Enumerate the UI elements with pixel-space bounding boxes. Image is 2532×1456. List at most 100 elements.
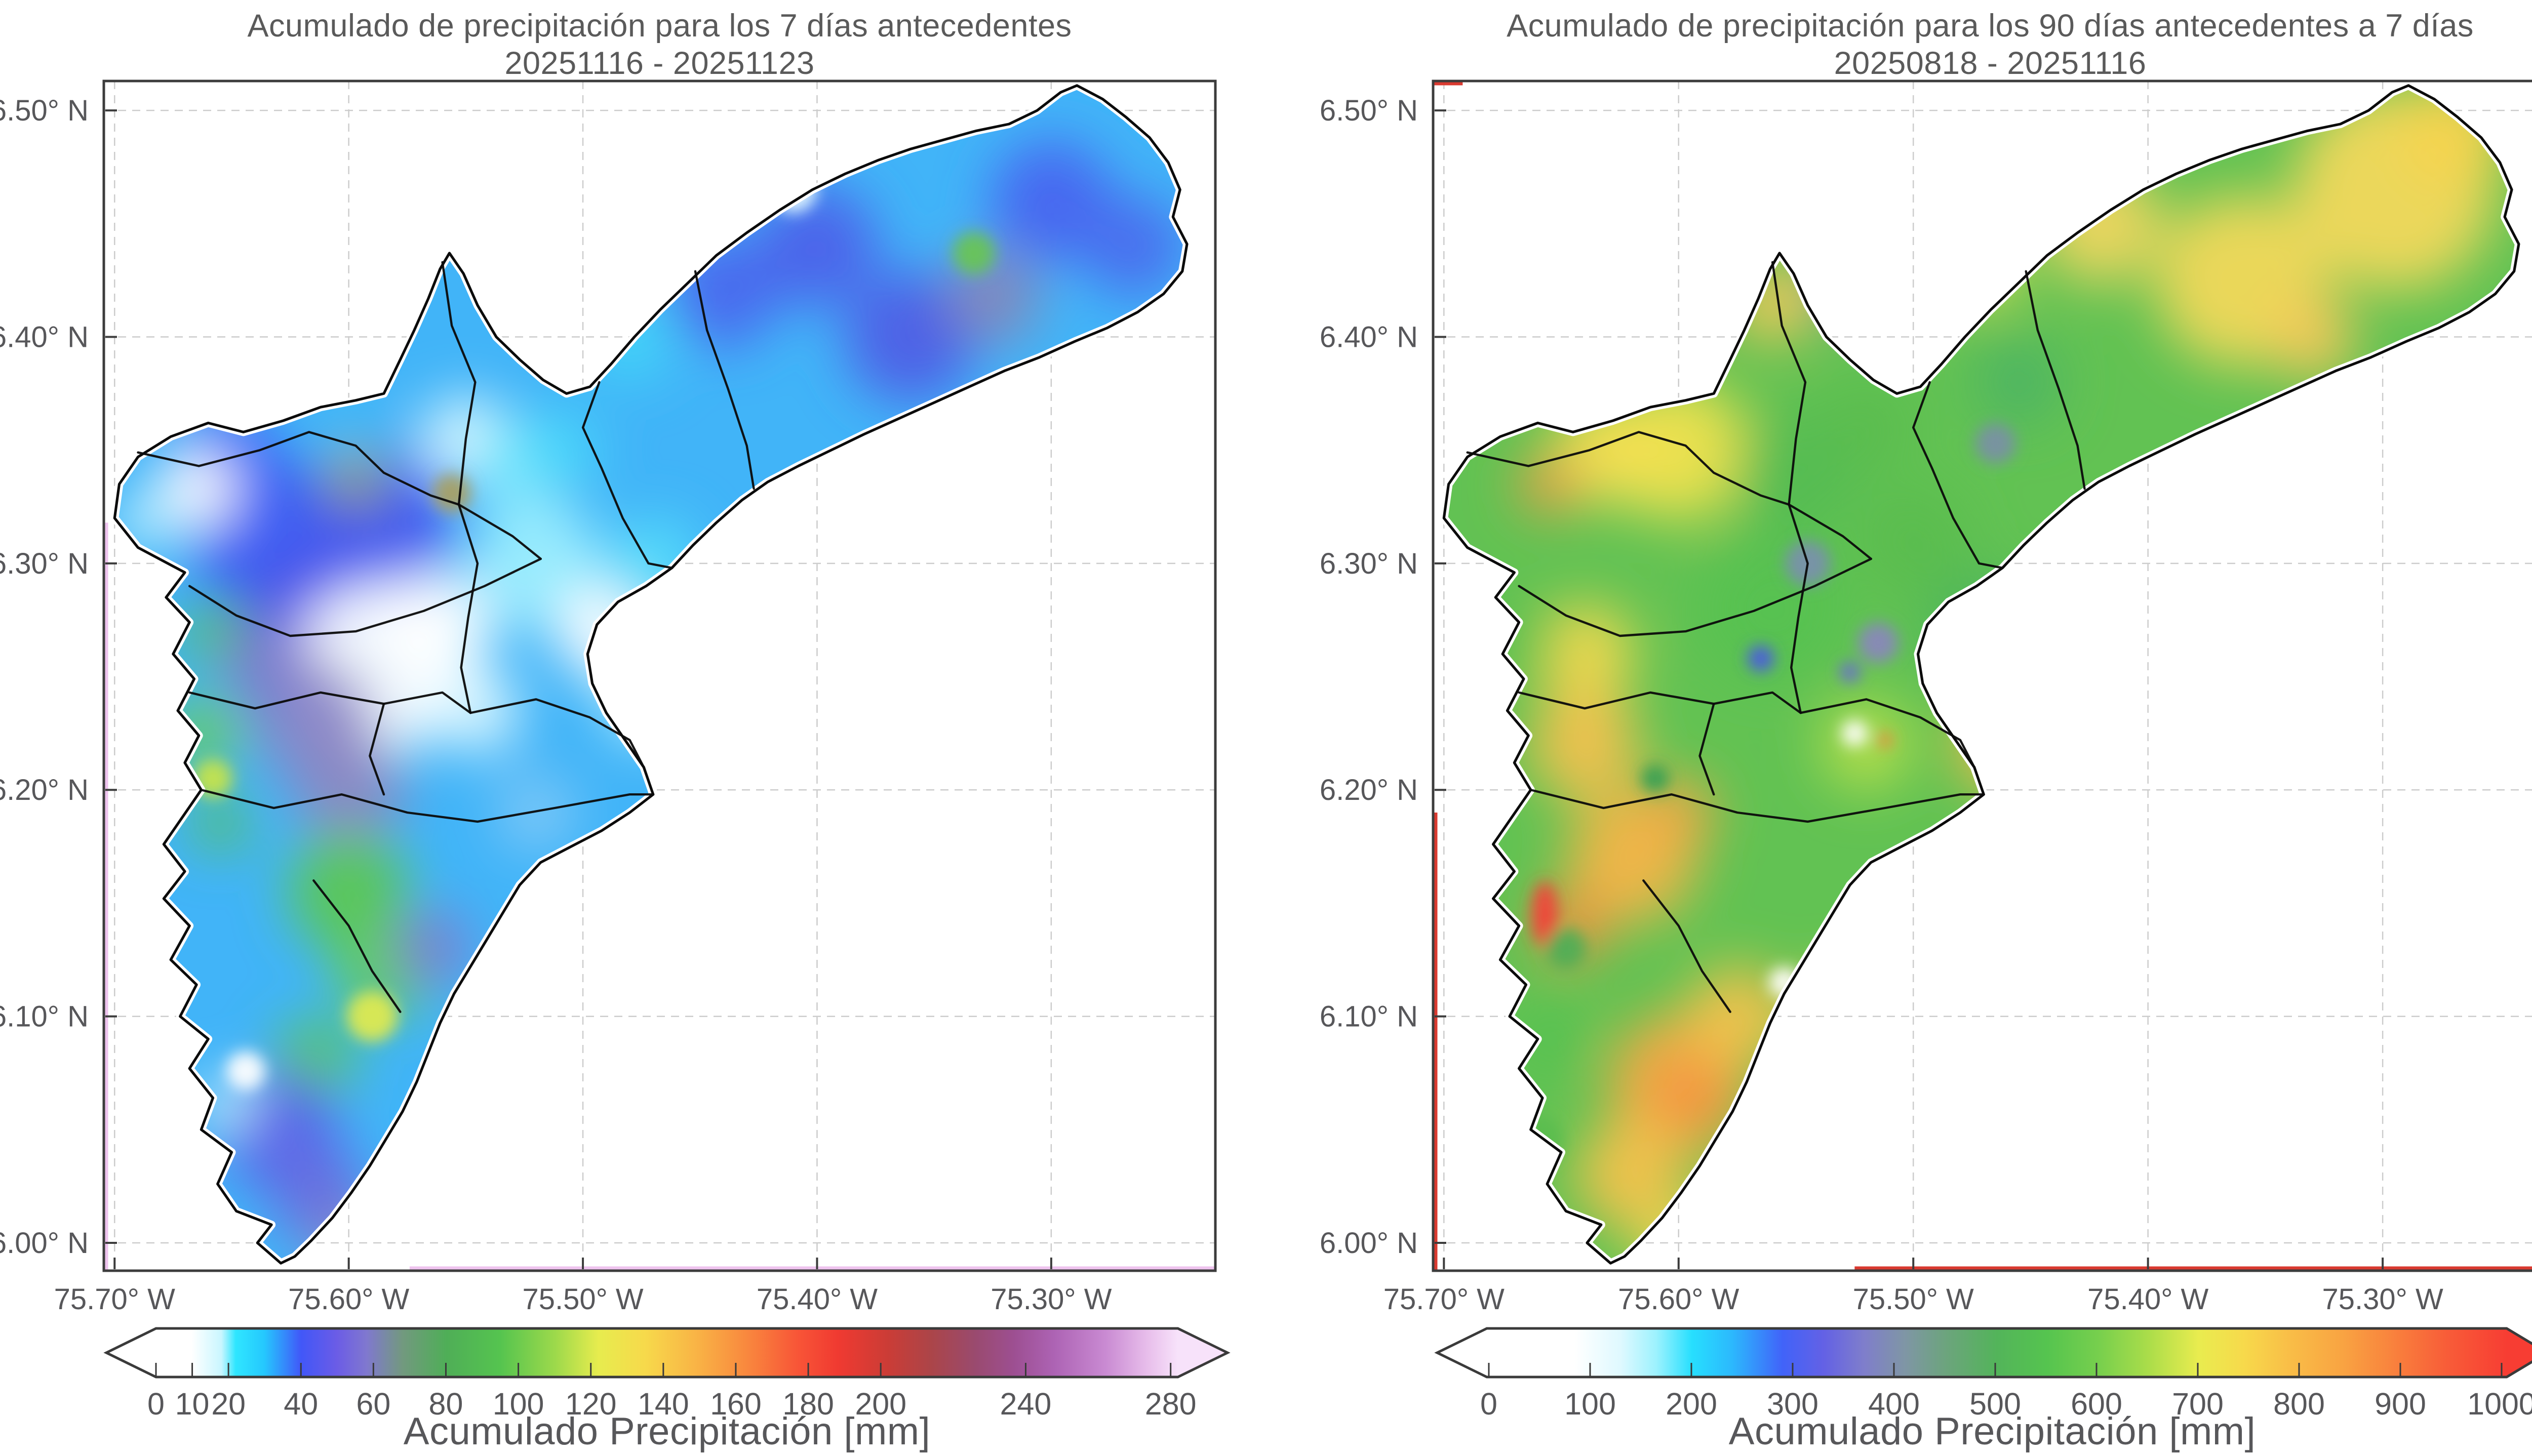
precip-blob — [1514, 1003, 1585, 1075]
precip-blob — [1747, 645, 1774, 672]
precip-blob — [1720, 1157, 1801, 1238]
municipal-boundary — [1642, 879, 1731, 1013]
precip-blob — [1576, 1119, 1688, 1231]
axes-spines — [102, 79, 1217, 1272]
precip-blob — [2040, 163, 2162, 285]
x-tick-label: 75.50° W — [522, 1283, 643, 1316]
x-tick-label: 75.60° W — [288, 1283, 409, 1316]
colorbar-tick-label: 100 — [1564, 1387, 1616, 1421]
municipal-boundary — [312, 879, 402, 1013]
y-tick-label: 6.40° N — [1320, 321, 1418, 354]
precip-blob — [1546, 928, 1587, 969]
basin-outline — [113, 84, 1189, 1265]
precip-blob — [1840, 662, 1861, 682]
colorbar-tick-labels: 0 10 20 40 60 80 100 120 140 160 180 200 240 280 — [147, 1387, 1197, 1421]
panel-left: 75.70° W 75.60° W 75.50° W 75.40° W 75.30° W… — [0, 79, 1231, 1421]
colorbar-tick-label: 500 — [1969, 1387, 2021, 1421]
precip-blob — [1857, 622, 1898, 663]
precip-blob — [1975, 339, 2062, 425]
municipal-boundary — [1518, 557, 1873, 637]
colorbar-tick-label: 20 — [211, 1387, 246, 1421]
colorbar-tick-label: 80 — [429, 1387, 463, 1421]
municipal-boundary — [1529, 788, 1985, 823]
colorbar-tick-label: 280 — [1145, 1387, 1197, 1421]
municipal-boundary — [1771, 261, 1807, 506]
municipal-boundary — [1912, 381, 2004, 570]
municipal-boundary — [188, 691, 472, 714]
left-title-line2: 20251116 - 20251123 — [504, 46, 815, 81]
x-tick-label: 75.70° W — [1383, 1283, 1505, 1316]
precip-blob — [1923, 571, 2045, 693]
colorbar-tick-label: 240 — [1000, 1387, 1052, 1421]
municipal-boundary — [2025, 270, 2086, 490]
precip-blob — [953, 231, 996, 274]
y-tick-label: 6.30° N — [1320, 547, 1418, 580]
precip-blob — [325, 449, 386, 510]
colorbar-tick-label: 10 — [175, 1387, 210, 1421]
right-title-line2: 20250818 - 20251116 — [1834, 46, 2147, 81]
precip-blob — [1956, 694, 2058, 795]
municipal-boundary — [1698, 702, 1715, 796]
municipal-boundaries — [137, 261, 755, 1013]
y-tick-label: 6.00° N — [0, 1227, 89, 1260]
right-title-line1: Acumulado de precipitación para los 90 d… — [1507, 8, 2474, 44]
colorbar-under-arrow — [106, 1328, 156, 1377]
municipal-boundary — [694, 270, 755, 490]
precip-blob — [1812, 261, 1874, 322]
colorbar-tick-label: 160 — [710, 1387, 762, 1421]
precip-blob — [556, 581, 657, 682]
precip-blob — [1082, 195, 1184, 297]
precip-blob — [288, 831, 410, 953]
y-tick-label: 6.00° N — [1320, 1227, 1418, 1260]
municipal-boundary — [1518, 691, 1802, 714]
y-tick-label: 6.20° N — [1320, 774, 1418, 806]
x-tick-label: 75.30° W — [2322, 1283, 2443, 1316]
panel-right: 75.70° W 75.60° W 75.50° W 75.40° W 75.30° W… — [1320, 79, 2532, 1421]
municipal-boundary — [369, 702, 385, 796]
precip-blob — [1529, 689, 1641, 800]
colorbar-tick-label: 100 — [493, 1387, 544, 1421]
colorbar: 0 100 200 300 400 500 600 700 800 900 1000 — [1434, 1327, 2532, 1421]
precip-blob — [1821, 382, 1912, 473]
colorbar-tick-label: 600 — [2071, 1387, 2122, 1421]
y-tick-label: 6.10° N — [1320, 1000, 1418, 1033]
y-tick-label: 6.10° N — [0, 1000, 89, 1033]
colorbar-under-arrow — [1437, 1328, 1487, 1377]
municipal-boundary — [441, 261, 477, 506]
colorbar-tick-label: 400 — [1868, 1387, 1920, 1421]
municipal-boundary — [469, 698, 645, 769]
colorbar-gradient — [156, 1328, 1178, 1377]
y-tick-label: 6.30° N — [0, 547, 89, 580]
axis-ticks — [105, 109, 1052, 1269]
municipal-boundaries — [1466, 261, 2086, 1013]
precip-blob — [1815, 241, 1871, 297]
precip-blob — [495, 772, 577, 853]
axis-tick-labels: 75.70° W 75.60° W 75.50° W 75.40° W 75.30° W… — [1320, 94, 2443, 1316]
axes-spines — [1432, 79, 2532, 1272]
colorbar-tick-label: 60 — [356, 1387, 390, 1421]
y-tick-label: 6.50° N — [1320, 94, 1418, 127]
colorbar: 0 10 20 40 60 80 100 120 140 160 180 200 240 280 — [103, 1327, 1231, 1421]
precip-blob — [1639, 298, 1695, 354]
precip-blob — [1519, 454, 1580, 515]
colorbar-gradient — [1487, 1328, 2507, 1377]
municipal-boundary — [188, 557, 542, 637]
precip-blob — [519, 410, 600, 491]
colorbar-tick-label: 700 — [2172, 1387, 2224, 1421]
precip-blob — [1534, 603, 1636, 705]
precip-blob — [1841, 720, 1868, 747]
colorbar-ticks — [1488, 1363, 2503, 1376]
precip-blob — [1821, 699, 1912, 790]
y-tick-label: 6.40° N — [0, 321, 89, 354]
precip-blob — [221, 620, 312, 711]
colorbar-tick-label: 180 — [782, 1387, 834, 1421]
colorbar-over-arrow — [1178, 1328, 1228, 1377]
left-title-line1: Acumulado de precipitación para los 7 dí… — [247, 8, 1072, 44]
precip-blob — [2034, 611, 2121, 697]
precip-blob — [226, 1051, 265, 1090]
basin-outline — [1442, 84, 2520, 1265]
precip-blob — [2269, 294, 2356, 380]
municipal-boundary — [1466, 431, 1873, 560]
